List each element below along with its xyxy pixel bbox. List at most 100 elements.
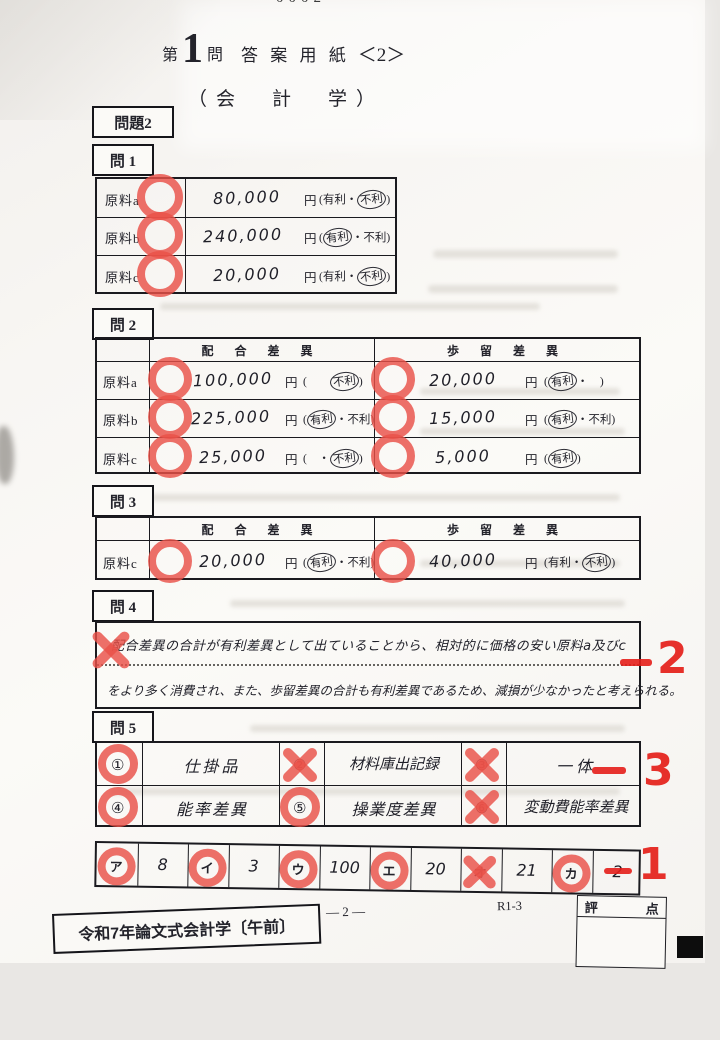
paper-shadow-topleft: [0, 0, 220, 120]
choice-circled: 不利: [328, 370, 360, 393]
sheet-title-row: 第 1 問 答 案 用 紙 ＜2＞: [162, 28, 405, 70]
label-mondai2: 問題2: [92, 106, 174, 138]
sheet-number: ＜2＞: [357, 45, 406, 66]
col-header-haigo: 配 合 差 異: [201, 344, 322, 358]
col-header-haigo: 配 合 差 異: [201, 523, 322, 537]
q2-rowline: [97, 399, 639, 400]
strip-value: 8: [157, 854, 168, 875]
q3-table: 配 合 差 異 歩 留 差 異 原料c 20,000 円 (有利 ・不利) 40,…: [95, 516, 641, 583]
choice-group: (有利・不利): [303, 551, 374, 574]
q4-answer-box: 配合差異の合計が有利差異として出ていることから、相対的に価格の安い原料a及びc …: [95, 621, 682, 709]
answer-value: 100,000: [192, 368, 274, 391]
q2-table: 配 合 差 異 歩 留 差 異 原料a 100,000 円 ( 不利) 20,0…: [95, 337, 641, 478]
grade-circle-mark: [148, 434, 192, 478]
grade-circle-mark: [148, 395, 192, 439]
choice-group: (有利): [544, 447, 581, 470]
subject-title: （会 計 学）: [188, 89, 385, 110]
answer-strip-table: ア 8 イ 3 ウ 100 エ 20 オ 21 カ 2: [94, 841, 641, 896]
grade-circle-mark: [97, 847, 136, 886]
bleedthrough-text: [420, 388, 620, 395]
unit: 円: [525, 376, 538, 390]
choice-circled: 不利: [328, 447, 360, 470]
deduction-value: 3: [643, 745, 674, 796]
q5-rowline: [97, 785, 639, 786]
score-box-header: 評 点: [577, 896, 666, 919]
deduction-minus: [592, 767, 626, 774]
q2-row-c: 原料c 25,000 円 ( ・不利) 5,000 円 (有利): [97, 434, 639, 478]
grade-circle-mark: [370, 851, 409, 890]
choice-post: ): [358, 453, 363, 465]
choice-circled: 有利: [305, 551, 337, 574]
unit: 円: [304, 232, 317, 246]
q2-headerline: [97, 361, 639, 362]
q1-rowline: [97, 217, 395, 218]
col-header-budomari: 歩 留 差 異: [446, 344, 567, 358]
answer-value: 5,000: [434, 446, 492, 467]
q4-line2-area: をより多く消費され、また、歩留差異の合計も有利差異であるため、減損が少なかったと…: [97, 666, 682, 709]
answer-value: 25,000: [198, 445, 268, 468]
q5-answer: 能率差異: [175, 800, 248, 819]
grade-circle-mark: [279, 849, 318, 889]
score-label-left: 評: [584, 899, 598, 915]
bleedthrough-text: [160, 303, 540, 310]
unit: 円: [304, 271, 317, 285]
choice-pre: (: [544, 453, 548, 465]
choice-post: ・不利): [576, 414, 616, 426]
q1-rowline: [97, 255, 395, 256]
choice-circled: 有利: [546, 447, 578, 470]
grade-circle-mark: [371, 434, 415, 478]
paper-lighting: [180, 0, 705, 150]
answer-value: 20,000: [212, 263, 282, 286]
q2-row-a: 原料a 100,000 円 ( 不利) 20,000 円 (有利・ ): [97, 357, 639, 401]
grade-cross-mark: [460, 743, 504, 787]
essay-line1: 配合差異の合計が有利差異として出ていることから、相対的に価格の安い原料a及びc: [111, 639, 627, 654]
bleedthrough-text: [420, 428, 625, 435]
grade-cross-mark: [278, 743, 322, 787]
choice-circled: 不利: [356, 188, 388, 211]
answer-value: 20,000: [428, 368, 498, 391]
q2-row-b: 原料b 225,000 円 (有利 ・不利) 15,000 円 (有利 ・不利): [97, 395, 639, 439]
choice-group: (有利・不利): [544, 551, 615, 574]
choice-post: ): [358, 376, 363, 388]
q1-divider: [185, 179, 186, 292]
choice-pre: (: [544, 376, 548, 388]
q5-answer: 材料庫出記録: [348, 755, 439, 773]
unit: 円: [285, 557, 298, 571]
score-box: 評 点: [575, 895, 667, 969]
choice-group: (有利・不利): [303, 408, 374, 431]
material-label: 原料a: [103, 375, 138, 390]
q5-table: ① 仕掛品 ② 材料庫出記録 ③ 一体 ④ 能率差異 ⑤ 操業度差異 ⑥ 変動費…: [95, 741, 641, 827]
grade-circle-mark: [148, 539, 192, 583]
unit: 円: [285, 453, 298, 467]
q4-line1-area: 配合差異の合計が有利差異として出ていることから、相対的に価格の安い原料a及びc: [97, 623, 639, 666]
label-q5: 問 5: [92, 711, 154, 743]
choice-circled: 有利: [546, 408, 578, 431]
essay-line2: をより多く消費され、また、歩留差異の合計も有利差異であるため、減損が少なかったと…: [107, 683, 682, 698]
deduction-value: 2: [657, 633, 688, 684]
grade-cross-mark: [460, 785, 504, 829]
question-suffix: 問: [207, 47, 224, 64]
answer-value: 240,000: [202, 224, 284, 247]
q5-answer: 仕掛品: [183, 757, 241, 776]
q5-answer: 操業度差異: [351, 800, 437, 819]
grade-circle-mark: [280, 787, 320, 827]
grade-circle-mark: [552, 854, 591, 893]
material-label: 原料b: [105, 231, 141, 246]
grade-circle-mark: [188, 848, 227, 888]
deduction-minus: [604, 868, 632, 874]
grade-circle-mark: [137, 251, 183, 297]
q2-rowline: [97, 437, 639, 438]
material-label: 原料b: [103, 413, 139, 428]
col-header-budomari: 歩 留 差 異: [446, 523, 567, 537]
material-label: 原料c: [105, 270, 140, 285]
q5-divider: [506, 743, 507, 825]
unit: 円: [285, 414, 298, 428]
choice-group: (有利・ ): [544, 370, 604, 393]
choice-group: (有利・不利): [319, 226, 390, 249]
q3-headerline: [97, 540, 639, 541]
question-number: 1: [182, 26, 204, 72]
corner-number: 0002: [276, 0, 356, 7]
score-label-right: 点: [645, 900, 659, 917]
q3-divider: [149, 518, 150, 578]
grade-cross-mark: [458, 851, 501, 894]
